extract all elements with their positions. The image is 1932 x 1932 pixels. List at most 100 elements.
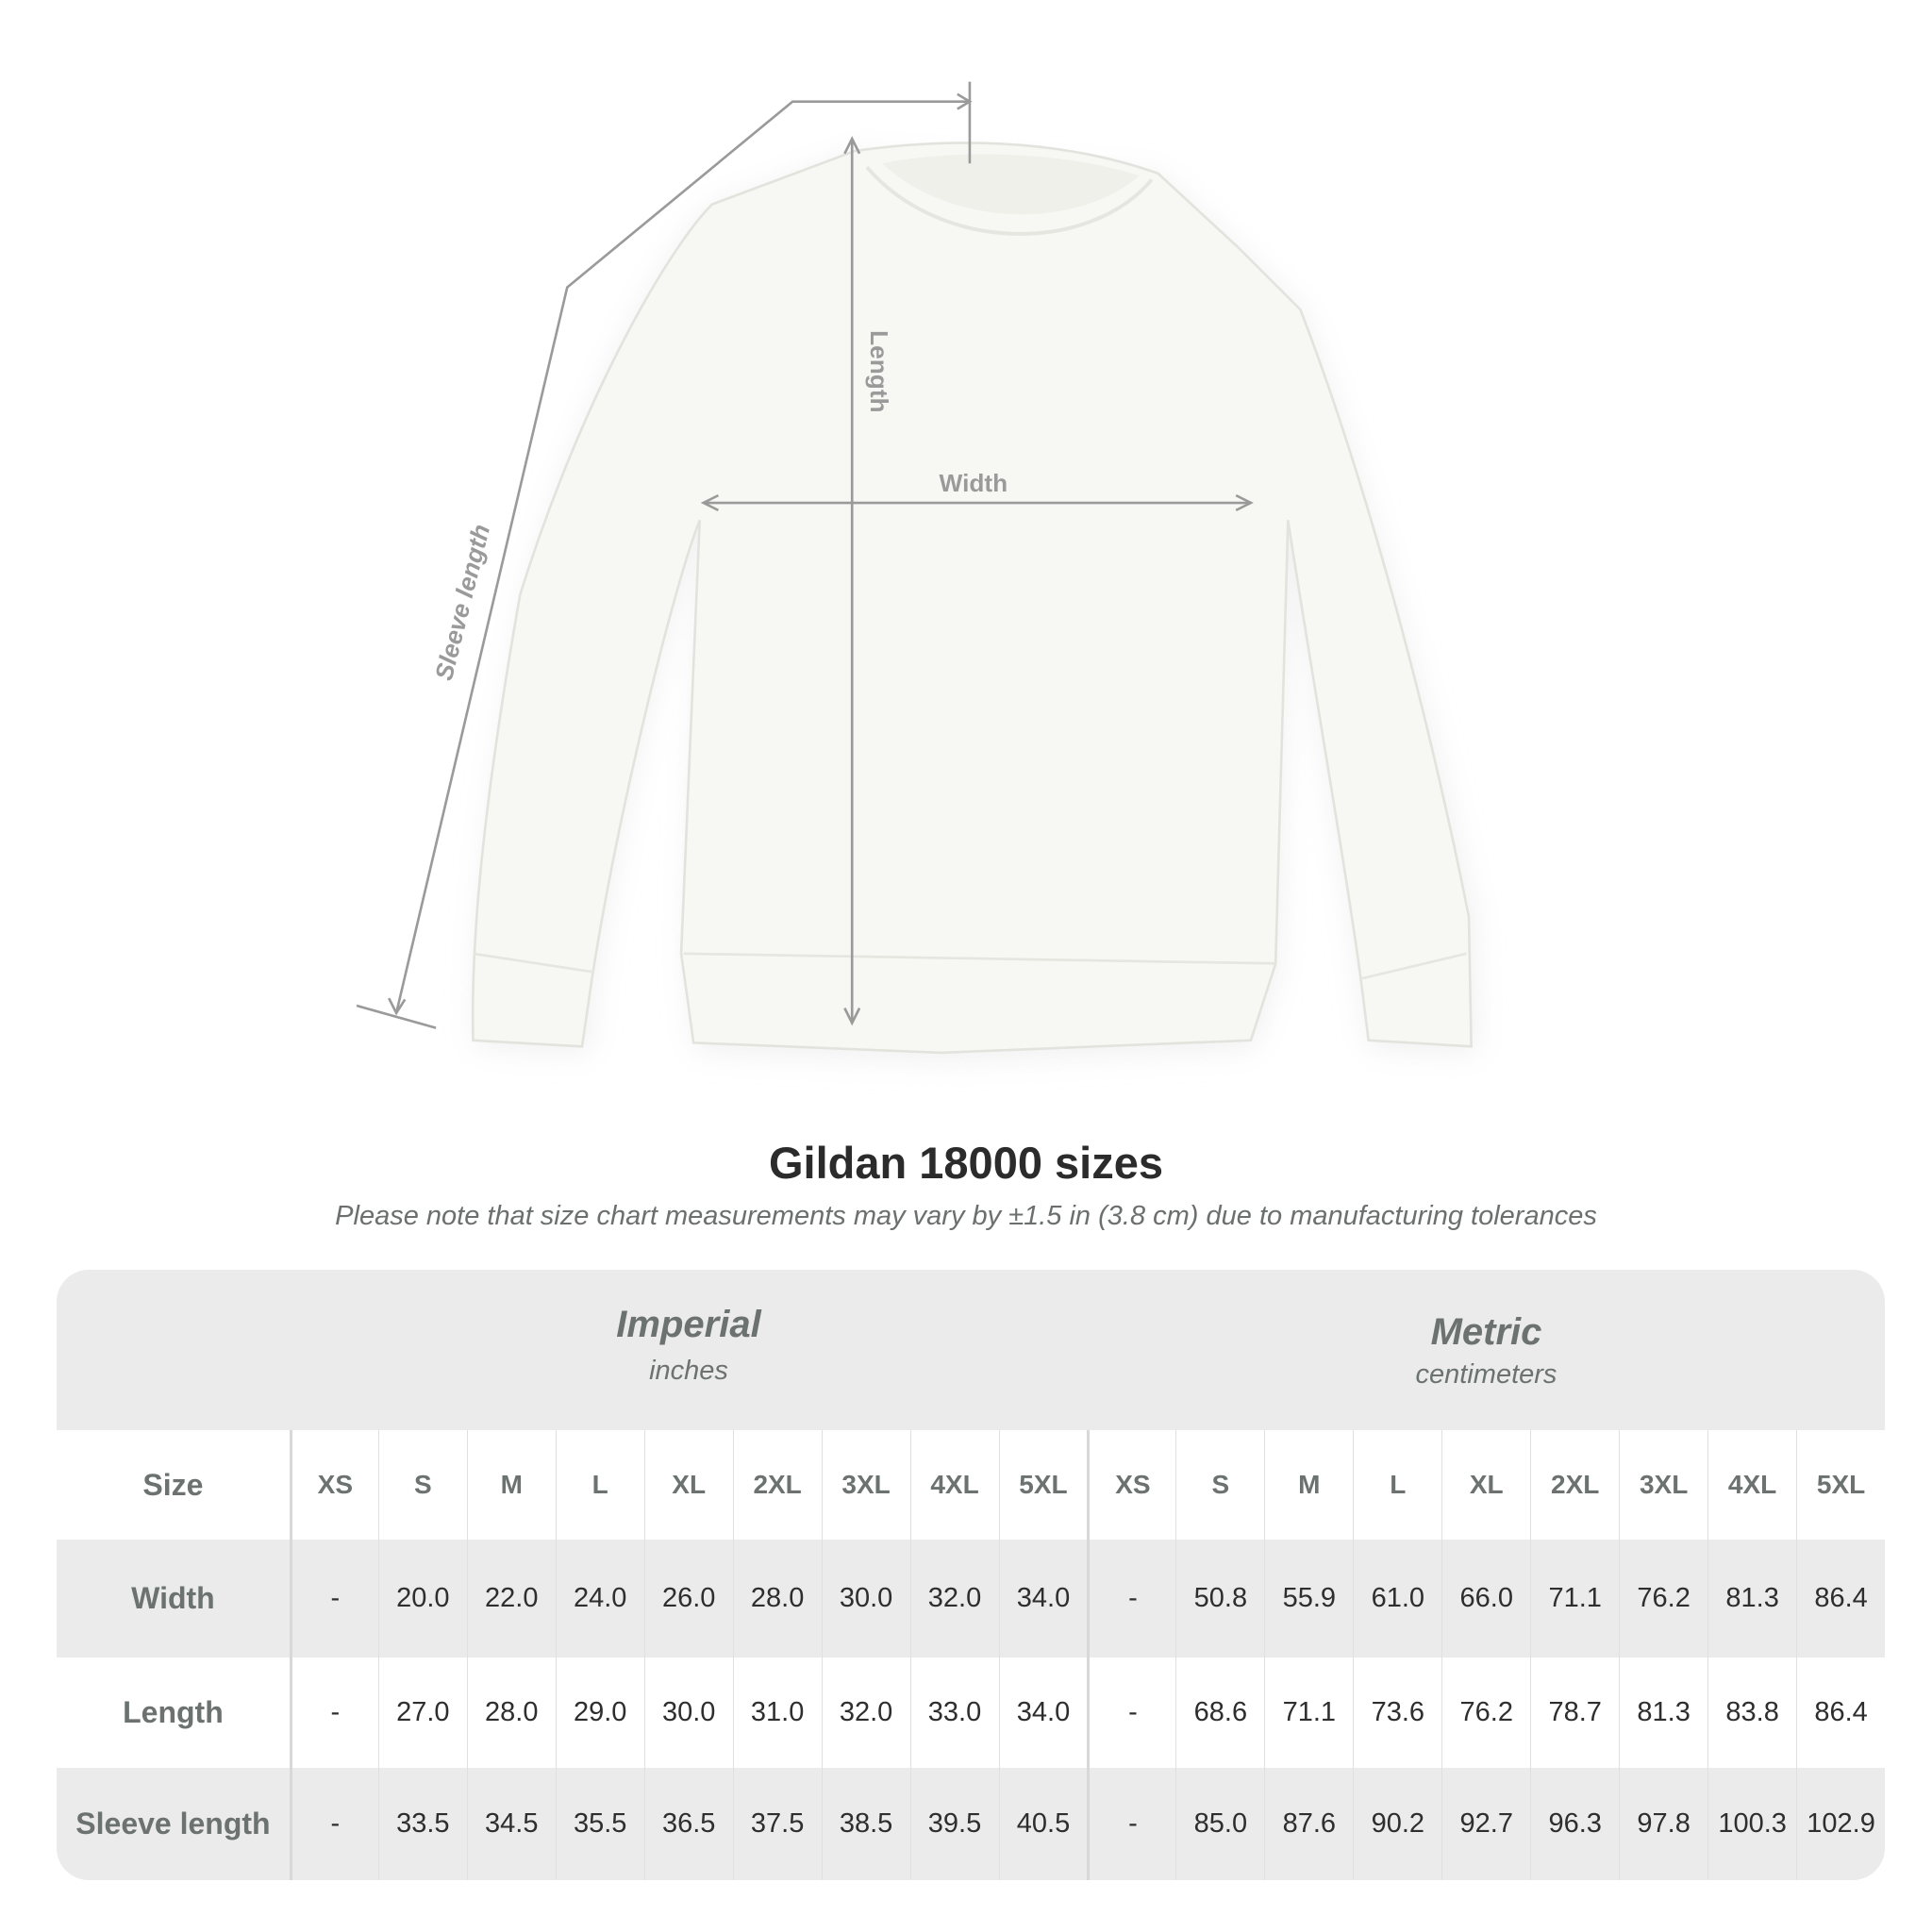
metric-value-cell: 92.7 (1441, 1768, 1530, 1880)
imperial-value-cell: 34.5 (466, 1768, 556, 1880)
table-row: Width -20.0 22.0 24.0 26.0 28.0 30.0 32.0 34.0-… (57, 1540, 1885, 1657)
metric-value-cell: 71.1 (1264, 1657, 1353, 1768)
width-arrow-left (700, 493, 720, 512)
metric-size-header: S (1175, 1430, 1264, 1540)
imperial-value-cell: 31.0 (732, 1657, 822, 1768)
imperial-value-cell: 34.0 (998, 1657, 1088, 1768)
table-row: Length -27.0 28.0 29.0 30.0 31.0 32.0 33.0 34.0… (57, 1657, 1885, 1768)
metric-size-header: 2XL (1530, 1430, 1619, 1540)
metric-value-cell: 78.7 (1530, 1657, 1619, 1768)
metric-size-header: XS (1087, 1430, 1175, 1540)
length-arrow-top (843, 136, 861, 155)
metric-size-header: 5XL (1796, 1430, 1885, 1540)
metric-value-cell: 100.3 (1707, 1768, 1796, 1880)
imperial-size-header: L (555, 1430, 644, 1540)
imperial-title: Imperial (616, 1304, 761, 1345)
metric-value-cell: - (1087, 1540, 1175, 1657)
imperial-size-header: XS (289, 1430, 378, 1540)
imperial-value-cell: 30.0 (821, 1540, 910, 1657)
width-arrow-right (1235, 493, 1254, 512)
imperial-value-cell: 34.0 (998, 1540, 1088, 1657)
imperial-value-cell: 29.0 (555, 1657, 644, 1768)
measure-lines (356, 81, 1254, 1029)
table-row: Sleeve length -33.5 34.5 35.5 36.5 37.5 38.5 3… (57, 1768, 1885, 1880)
metric-size-header: XL (1441, 1430, 1530, 1540)
waistband-seam (683, 952, 1276, 965)
metric-value-cell: 81.3 (1707, 1540, 1796, 1657)
imperial-size-header: M (466, 1430, 556, 1540)
imperial-value-cell: 28.0 (732, 1540, 822, 1657)
metric-title: Metric (1430, 1311, 1542, 1353)
metric-value-cell: 73.6 (1353, 1657, 1441, 1768)
imperial-size-header: 4XL (909, 1430, 999, 1540)
imperial-header: Imperial inches (290, 1270, 1088, 1430)
imperial-value-cell: 35.5 (555, 1768, 644, 1880)
metric-size-header: M (1264, 1430, 1353, 1540)
metric-value-cell: 81.3 (1619, 1657, 1707, 1768)
size-row: Size XS S M L XL 2XL 3XL 4XL 5XL XS S M L XL 2XL 3XL 4XL… (57, 1430, 1885, 1540)
imperial-value-cell: 38.5 (821, 1768, 910, 1880)
metric-unit: centimeters (1415, 1359, 1557, 1390)
imperial-size-header: 5XL (998, 1430, 1088, 1540)
metric-value-cell: 50.8 (1175, 1540, 1264, 1657)
metric-value-cell: 66.0 (1441, 1540, 1530, 1657)
imperial-value-cell: 26.0 (643, 1540, 733, 1657)
row-label: Sleeve length (75, 1807, 271, 1840)
metric-value-cell: 85.0 (1175, 1768, 1264, 1880)
metric-value-cell: 87.6 (1264, 1768, 1353, 1880)
metric-size-header: L (1353, 1430, 1441, 1540)
imperial-value-cell: 27.0 (377, 1657, 467, 1768)
length-label: Length (865, 330, 893, 412)
sleeve-bottom-tick (356, 1004, 437, 1029)
imperial-value-cell: 37.5 (732, 1768, 822, 1880)
page-title: Gildan 18000 sizes (768, 1138, 1164, 1188)
metric-size-header: 4XL (1707, 1430, 1796, 1540)
imperial-size-header: S (377, 1430, 467, 1540)
row-label: Width (131, 1581, 215, 1615)
metric-header: Metric centimeters (1088, 1270, 1885, 1430)
imperial-value-cell: 20.0 (377, 1540, 467, 1657)
metric-value-cell: 76.2 (1619, 1540, 1707, 1657)
imperial-value-cell: 32.0 (909, 1540, 999, 1657)
tolerance-note: Please note that size chart measurements… (335, 1201, 1597, 1231)
imperial-value-cell: 40.5 (998, 1768, 1088, 1880)
width-row-band (57, 1540, 1885, 1657)
metric-value-cell: 61.0 (1353, 1540, 1441, 1657)
imperial-size-header: 2XL (732, 1430, 822, 1540)
metric-value-cell: 71.1 (1530, 1540, 1619, 1657)
cuff-seam-left (473, 952, 595, 974)
imperial-value-cell: - (289, 1540, 378, 1657)
imperial-value-cell: 33.5 (377, 1768, 467, 1880)
metric-value-cell: 102.9 (1796, 1768, 1885, 1880)
metric-value-cell: 55.9 (1264, 1540, 1353, 1657)
length-arrow-bottom (843, 1008, 861, 1026)
metric-value-cell: 97.8 (1619, 1768, 1707, 1880)
cuff-seam-right (1361, 952, 1467, 980)
row-label: Length (123, 1695, 224, 1729)
sleeve-arrow-bottom (388, 997, 407, 1016)
metric-value-cell: 83.8 (1707, 1657, 1796, 1768)
collar-inner (881, 154, 1140, 215)
collar (865, 165, 1154, 236)
size-label: Size (142, 1467, 204, 1502)
imperial-value-cell: 32.0 (821, 1657, 910, 1768)
imperial-value-cell: - (289, 1657, 378, 1768)
imperial-unit: inches (649, 1356, 728, 1386)
sleeve-row-band (57, 1768, 1885, 1880)
imperial-value-cell: 30.0 (643, 1657, 733, 1768)
metric-value-cell: 68.6 (1175, 1657, 1264, 1768)
width-label: Width (940, 469, 1008, 497)
imperial-value-cell: - (289, 1768, 378, 1880)
imperial-size-header: XL (643, 1430, 733, 1540)
imperial-value-cell: 22.0 (466, 1540, 556, 1657)
metric-value-cell: - (1087, 1657, 1175, 1768)
imperial-value-cell: 33.0 (909, 1657, 999, 1768)
imperial-size-header: 3XL (821, 1430, 910, 1540)
metric-value-cell: 96.3 (1530, 1768, 1619, 1880)
metric-value-cell: 90.2 (1353, 1768, 1441, 1880)
sleeve-arrow-top (957, 92, 973, 110)
metric-value-cell: 86.4 (1796, 1540, 1885, 1657)
metric-value-cell: 76.2 (1441, 1657, 1530, 1768)
imperial-value-cell: 39.5 (909, 1768, 999, 1880)
metric-value-cell: 86.4 (1796, 1657, 1885, 1768)
